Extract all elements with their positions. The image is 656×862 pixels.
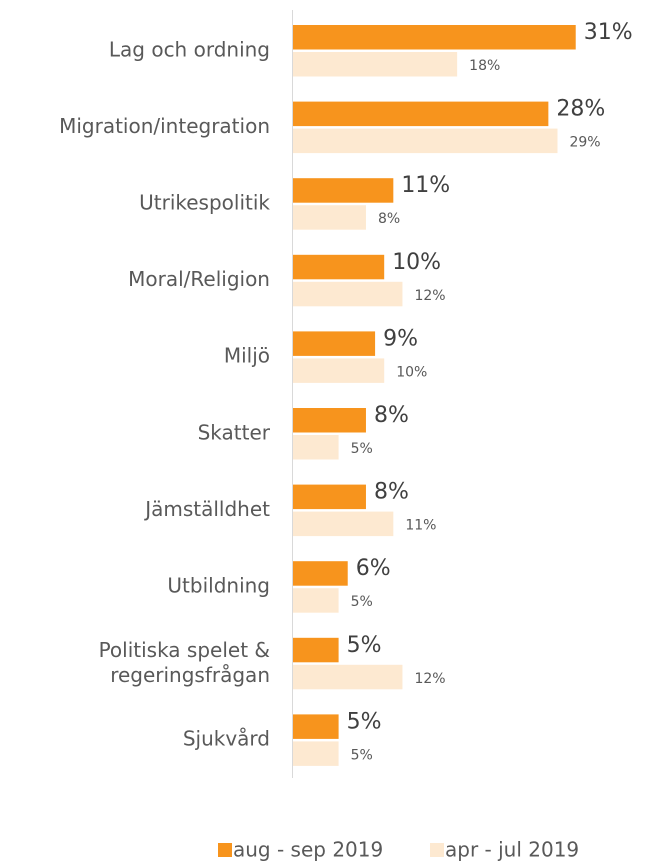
bar xyxy=(293,741,339,766)
value-label: 5% xyxy=(347,709,382,734)
legend-swatch xyxy=(218,843,232,857)
value-label: 6% xyxy=(356,556,391,581)
bar xyxy=(293,128,558,154)
bar xyxy=(293,408,366,433)
value-label: 11% xyxy=(405,518,436,534)
bar xyxy=(293,511,394,537)
bar xyxy=(293,664,403,690)
category-label: Utrikespolitik xyxy=(139,190,270,214)
legend-label: apr - jul 2019 xyxy=(445,838,579,862)
bar xyxy=(293,435,339,460)
bar xyxy=(293,281,403,307)
bar xyxy=(293,25,576,50)
category-label: Politiska spelet & regeringsfrågan xyxy=(99,638,270,687)
bar xyxy=(293,331,376,356)
category-label: Skatter xyxy=(198,420,271,444)
value-label: 12% xyxy=(414,671,445,687)
category-label: Jämställdhet xyxy=(143,497,270,521)
bar xyxy=(293,101,549,127)
value-label: 8% xyxy=(374,480,409,505)
bar xyxy=(293,588,339,613)
legend-label: aug - sep 2019 xyxy=(233,838,383,862)
value-label: 5% xyxy=(351,594,373,610)
value-label: 10% xyxy=(392,250,441,275)
bar xyxy=(293,205,366,230)
value-label: 5% xyxy=(347,633,382,658)
value-label: 31% xyxy=(584,20,633,45)
bar xyxy=(293,254,385,280)
category-label: Moral/Religion xyxy=(128,267,270,291)
bar xyxy=(293,561,348,586)
value-label: 5% xyxy=(351,747,373,763)
category-label: Migration/integration xyxy=(59,114,270,138)
bar xyxy=(293,714,339,739)
bar xyxy=(293,52,458,77)
value-label: 11% xyxy=(401,173,450,198)
legend-swatch xyxy=(430,843,444,857)
category-label: Sjukvård xyxy=(183,727,270,751)
value-label: 8% xyxy=(378,211,400,227)
bar xyxy=(293,484,366,510)
value-label: 5% xyxy=(351,441,373,457)
value-label: 28% xyxy=(556,97,605,122)
category-label: Miljö xyxy=(224,344,270,368)
value-label: 9% xyxy=(383,326,418,351)
category-label: Lag och ordning xyxy=(109,37,270,61)
value-label: 18% xyxy=(469,58,500,74)
category-label: Utbildning xyxy=(167,573,270,597)
value-label: 12% xyxy=(414,288,445,304)
bar xyxy=(293,358,385,383)
bar xyxy=(293,178,394,203)
value-label: 10% xyxy=(396,364,427,380)
value-label: 8% xyxy=(374,403,409,428)
value-label: 29% xyxy=(569,135,600,151)
bar xyxy=(293,637,339,663)
